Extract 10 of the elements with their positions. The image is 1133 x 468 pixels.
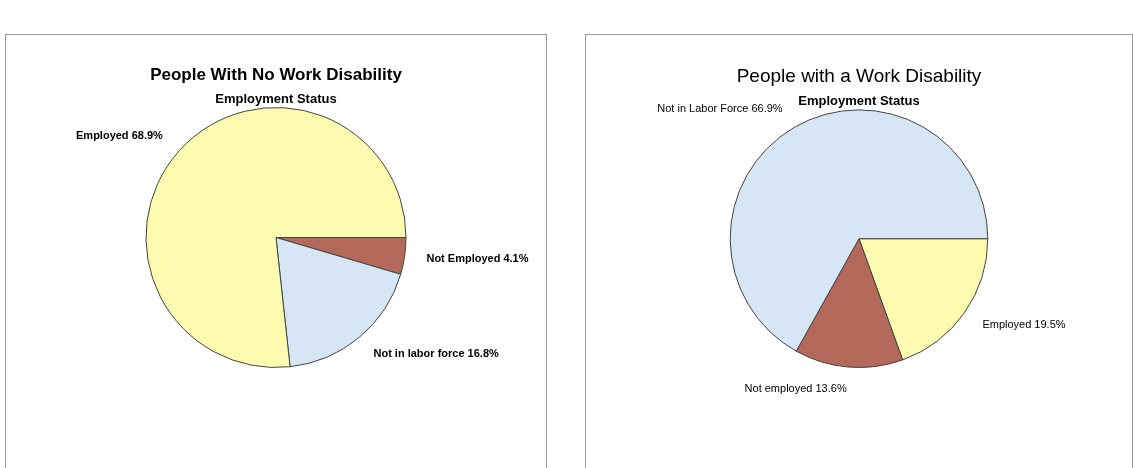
slice-label: Not employed 13.6% <box>744 382 847 395</box>
chart-title: People with a Work Disability <box>736 64 982 86</box>
slice-label: Employed 68.9% <box>76 129 164 142</box>
chart-title: People With No Work Disability <box>150 64 403 84</box>
slice-label: Not Employed 4.1% <box>426 252 529 265</box>
chart-subtitle: Employment Status <box>798 93 920 109</box>
slice-label: Employed 19.5% <box>982 318 1066 331</box>
chart-subtitle: Employment Status <box>215 90 337 106</box>
slice-label: Not in Labor Force 66.9% <box>657 101 783 114</box>
slice-label: Not in labor force 16.8% <box>373 347 499 360</box>
